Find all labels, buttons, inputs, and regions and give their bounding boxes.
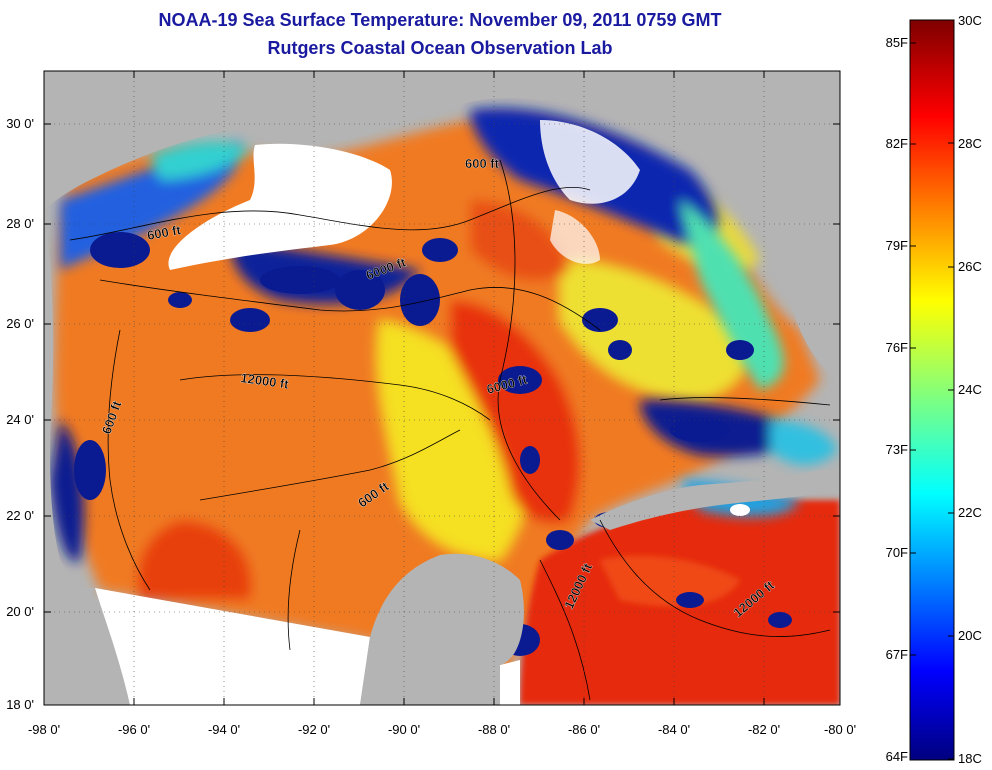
colorbar-f-label: 67F bbox=[885, 647, 908, 662]
colorbar-c-label: 24C bbox=[958, 382, 982, 397]
colorbar-f-label: 70F bbox=[885, 545, 908, 560]
colorbar bbox=[909, 19, 955, 761]
lon-tick-label: -98 0' bbox=[27, 722, 61, 737]
colorbar-f-label: 76F bbox=[885, 340, 908, 355]
lon-tick-label: -86 0' bbox=[567, 722, 601, 737]
lon-tick-label: -92 0' bbox=[297, 722, 331, 737]
colorbar-c-label: 28C bbox=[958, 136, 982, 151]
graticule bbox=[44, 71, 840, 705]
lat-tick-label: 28 0' bbox=[6, 216, 34, 231]
no-data-swath bbox=[95, 588, 370, 705]
colorbar-c-label: 20C bbox=[958, 628, 982, 643]
lon-tick-label: -90 0' bbox=[387, 722, 421, 737]
contour-label: 600 ft bbox=[465, 156, 500, 171]
lon-tick-label: -88 0' bbox=[477, 722, 511, 737]
colorbar-f-label: 64F bbox=[885, 749, 908, 764]
land-yucatan bbox=[360, 553, 524, 705]
colorbar-f-label: 73F bbox=[885, 442, 908, 457]
land-florida bbox=[757, 71, 840, 380]
land-north-america bbox=[44, 71, 760, 210]
lat-tick-label: 30 0' bbox=[6, 116, 34, 131]
cloud-region bbox=[168, 143, 392, 270]
colorbar-c-label: 30C bbox=[958, 13, 982, 28]
colorbar-c-label: 22C bbox=[958, 505, 982, 520]
lon-tick-label: -80 0' bbox=[823, 722, 857, 737]
land-cuba bbox=[590, 470, 840, 530]
bathymetry-contours bbox=[69, 159, 831, 701]
colorbar-ticks bbox=[910, 19, 954, 760]
lon-tick-label: -94 0' bbox=[207, 722, 241, 737]
plot-frame bbox=[43, 70, 841, 706]
map-title: NOAA-19 Sea Surface Temperature: Novembe… bbox=[158, 10, 722, 30]
lat-tick-label: 20 0' bbox=[6, 604, 34, 619]
lat-tick-label: 18 0' bbox=[6, 697, 34, 712]
sst-raster: 600 ft 600 ft 6000 ft 12000 ft 6000 ft 6… bbox=[44, 71, 840, 705]
colorbar-c-label: 18C bbox=[958, 751, 982, 766]
lon-tick-label: -82 0' bbox=[747, 722, 781, 737]
colorbar-f-label: 82F bbox=[885, 136, 908, 151]
lon-tick-label: -84 0' bbox=[657, 722, 691, 737]
lat-tick-label: 26 0' bbox=[6, 316, 34, 331]
colorbar-c-label: 26C bbox=[958, 259, 982, 274]
lat-tick-label: 22 0' bbox=[6, 508, 34, 523]
axis-ticks bbox=[44, 71, 840, 705]
land-mexico-west bbox=[44, 210, 95, 705]
lat-tick-label: 24 0' bbox=[6, 412, 34, 427]
lon-tick-label: -96 0' bbox=[117, 722, 151, 737]
colorbar-f-label: 79F bbox=[885, 238, 908, 253]
colorbar-f-label: 85F bbox=[885, 35, 908, 50]
map-subtitle: Rutgers Coastal Ocean Observation Lab bbox=[267, 38, 613, 58]
contour-label: 600 ft bbox=[146, 222, 183, 243]
contour-label: 12000 ft bbox=[240, 370, 291, 392]
